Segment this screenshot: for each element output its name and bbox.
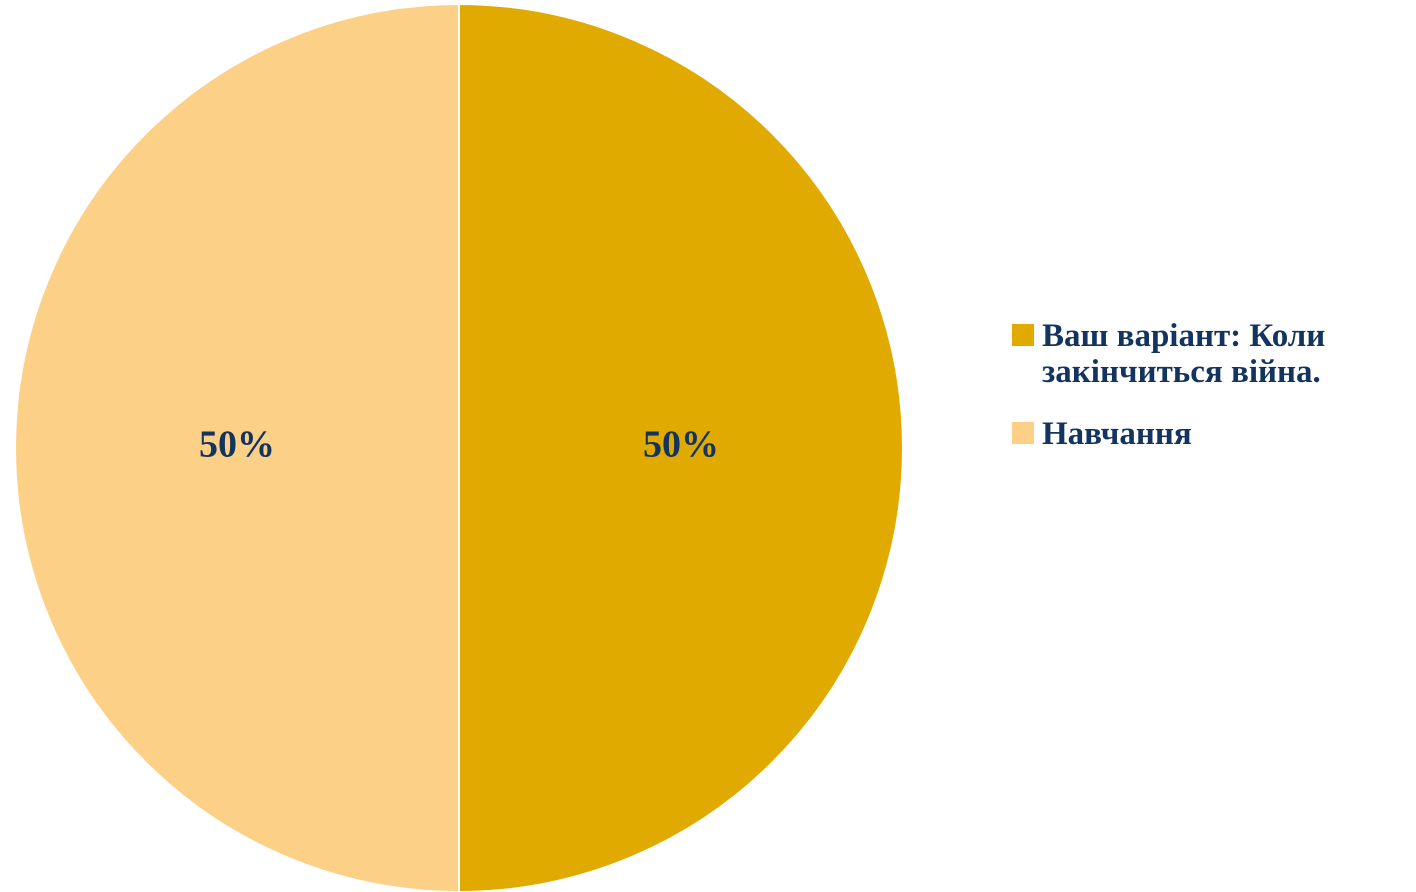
legend-label-2: Навчання (1042, 416, 1192, 452)
legend-item-1: Ваш варіант: Коли закінчиться війна. (1012, 318, 1412, 390)
legend-swatch-1 (1012, 324, 1034, 346)
data-label-1: 50% (643, 424, 719, 466)
legend-label-1: Ваш варіант: Коли закінчиться війна. (1042, 318, 1326, 390)
pie-slices (14, 2, 904, 892)
pie-plot-area: 50% 50% (14, 2, 904, 892)
legend-swatch-2 (1012, 422, 1034, 444)
pie-slice-2 (14, 2, 460, 892)
chart-legend: Ваш варіант: Коли закінчиться війна. Навч… (1012, 318, 1412, 478)
legend-item-2: Навчання (1012, 416, 1412, 452)
data-label-2: 50% (199, 424, 275, 466)
pie-data-labels: 50% 50% (199, 424, 719, 466)
pie-slice-1 (458, 2, 904, 892)
